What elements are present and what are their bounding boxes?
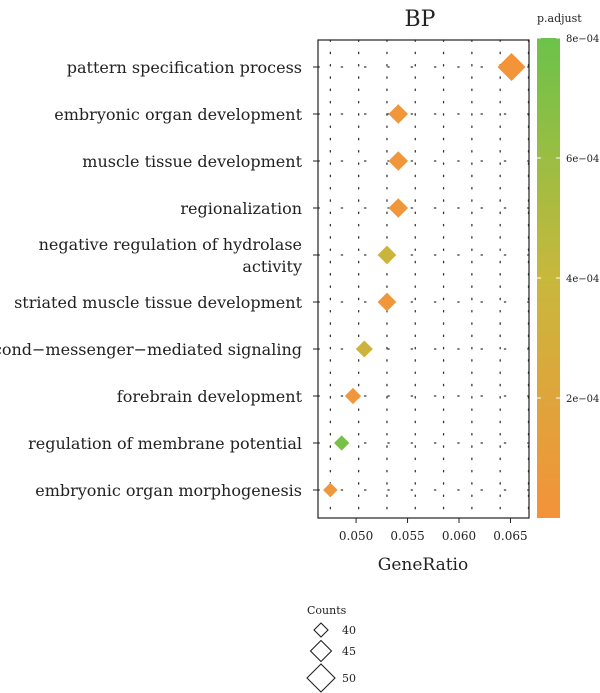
data-point-diamond [323, 483, 338, 498]
size-legend-label: 40 [342, 624, 356, 637]
p-adjust-colorbar-legend: p.adjust 2e−04 4e−04 6e−04 8e−04 [537, 12, 599, 518]
y-tick-label: second−messenger−mediated signaling [0, 340, 302, 359]
x-axis: 0.050 0.055 0.060 0.065 [339, 518, 528, 543]
y-tick-label: regulation of membrane potential [28, 434, 302, 453]
plot-frame [318, 40, 529, 518]
y-tick-label: embryonic organ development [54, 105, 302, 124]
y-tick-label: negative regulation of hydrolase [39, 235, 302, 254]
colorbar-tick-label: 2e−04 [566, 394, 599, 405]
data-point-diamond [389, 198, 409, 218]
y-tick-label: activity [242, 257, 302, 276]
data-point-diamond [378, 293, 397, 312]
y-tick-label: striated muscle tissue development [14, 293, 302, 312]
y-tick-label: forebrain development [117, 387, 303, 406]
x-tick-label: 0.065 [493, 529, 527, 543]
colorbar-title: p.adjust [537, 12, 582, 25]
x-tick-label: 0.060 [442, 529, 476, 543]
size-legend-title: Counts [307, 604, 347, 617]
x-tick-label: 0.055 [390, 529, 424, 543]
data-point-diamond [389, 104, 409, 124]
size-legend-diamond [314, 623, 328, 637]
y-tick-label: regionalization [180, 199, 302, 218]
size-legend-diamond [307, 664, 335, 692]
y-tick-label: pattern specification process [67, 58, 302, 77]
term-labels: pattern specification process embryonic o… [0, 58, 318, 500]
colorbar-tick-label: 8e−04 [566, 34, 599, 45]
data-point-diamond [345, 388, 361, 404]
size-legend-diamond [311, 641, 332, 662]
data-point-diamond [389, 151, 409, 171]
data-point-diamond [378, 246, 397, 265]
data-point-diamond [334, 435, 349, 450]
y-tick-label: muscle tissue development [82, 152, 302, 171]
size-legend-label: 50 [342, 672, 356, 685]
x-tick-label: 0.050 [339, 529, 373, 543]
go-bp-dot-plot: BP pattern specification process embryoni… [0, 0, 600, 693]
size-legend-label: 45 [342, 645, 356, 658]
counts-size-legend: Counts 40 45 50 [307, 604, 356, 692]
x-axis-title: GeneRatio [378, 555, 468, 575]
data-point-diamond [356, 340, 373, 357]
plot-panel [318, 40, 529, 518]
chart-title: BP [405, 7, 436, 32]
y-tick-label: embryonic organ morphogenesis [35, 481, 302, 500]
colorbar-tick-label: 6e−04 [566, 154, 599, 165]
colorbar-tick-label: 4e−04 [566, 274, 599, 285]
data-point-diamond [498, 53, 526, 81]
